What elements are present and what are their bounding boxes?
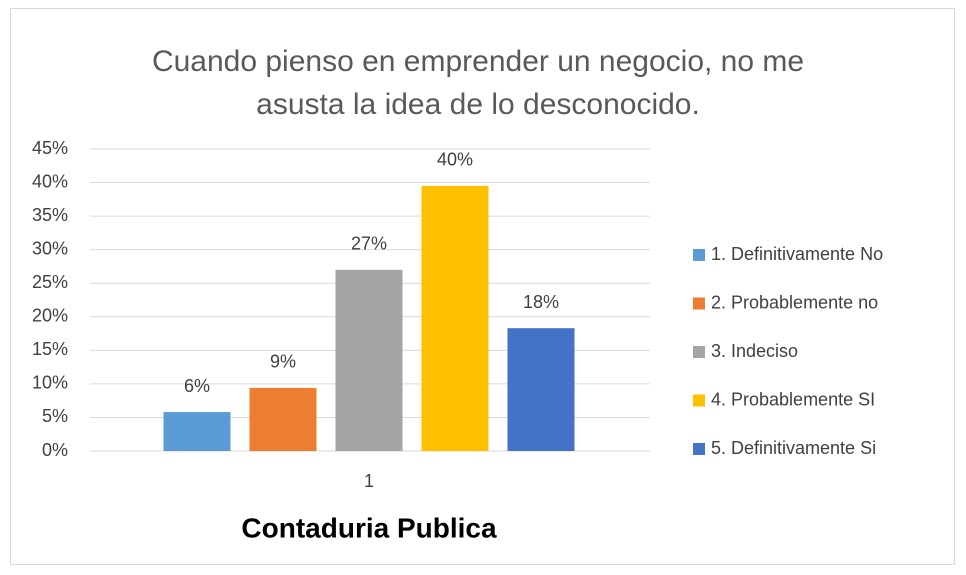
- legend-label: 5. Definitivamente Si: [711, 438, 876, 458]
- y-tick-label: 15%: [32, 339, 68, 359]
- y-tick-label: 5%: [42, 406, 68, 426]
- legend-label: 4. Probablemente SI: [711, 389, 875, 409]
- data-label: 18%: [523, 292, 559, 312]
- y-tick-label: 20%: [32, 306, 68, 326]
- bar: [249, 387, 317, 451]
- data-label: 27%: [351, 234, 387, 254]
- legend-label: 2. Probablemente no: [711, 292, 878, 312]
- legend-label: 3. Indeciso: [711, 341, 798, 361]
- bar: [335, 269, 403, 451]
- chart-title: Cuando pienso en emprender un negocio, n…: [151, 45, 805, 121]
- y-tick-label: 0%: [42, 440, 68, 460]
- bar: [163, 412, 231, 451]
- y-tick-label: 30%: [32, 238, 68, 258]
- bar: [421, 185, 489, 451]
- data-label: 40%: [437, 150, 473, 170]
- x-axis-title: Contaduria Publica: [241, 512, 497, 543]
- data-label: 6%: [184, 376, 210, 396]
- legend-swatch: [693, 443, 705, 455]
- y-tick-label: 10%: [32, 373, 68, 393]
- legend-swatch: [693, 249, 705, 261]
- y-tick-label: 40%: [32, 171, 68, 191]
- bar: [507, 328, 575, 451]
- y-tick-label: 25%: [32, 272, 68, 292]
- y-tick-label: 45%: [32, 138, 68, 158]
- legend-label: 1. Definitivamente No: [711, 244, 883, 264]
- data-label: 9%: [270, 352, 296, 372]
- y-tick-label: 35%: [32, 205, 68, 225]
- x-tick-label: 1: [364, 471, 374, 491]
- legend-swatch: [693, 394, 705, 407]
- legend-swatch: [693, 297, 705, 310]
- legend-swatch: [693, 346, 705, 358]
